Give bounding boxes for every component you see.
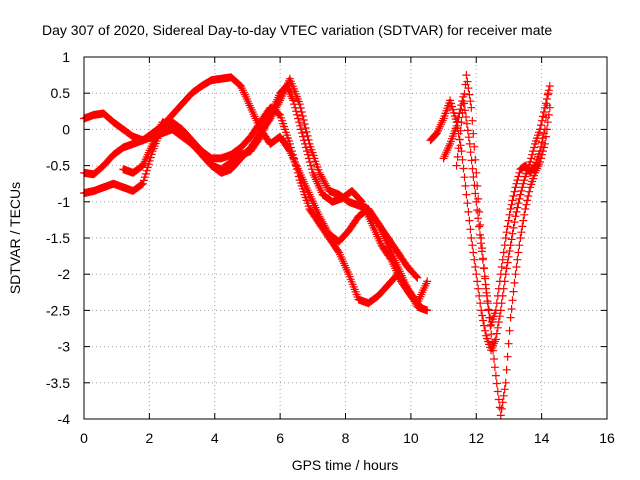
x-tick-label: 10 xyxy=(403,430,419,446)
scatter-markers xyxy=(426,82,554,355)
scatter-markers xyxy=(452,71,553,329)
x-tick-label: 6 xyxy=(276,430,284,446)
chart-title: Day 307 of 2020, Sidereal Day-to-day VTE… xyxy=(42,22,552,38)
x-tick-label: 2 xyxy=(145,430,153,446)
y-tick-label: -2.5 xyxy=(46,302,70,318)
y-tick-label: -0.5 xyxy=(46,158,70,174)
y-tick-label: 0 xyxy=(62,121,70,137)
y-tick-label: -2 xyxy=(58,266,71,282)
scatter-markers xyxy=(119,74,422,282)
y-tick-label: -3 xyxy=(58,339,71,355)
y-axis-title: SDTVAR / TECUs xyxy=(7,182,23,294)
series-trace-5 xyxy=(426,82,554,355)
x-tick-label: 12 xyxy=(468,430,484,446)
y-tick-label: 1 xyxy=(62,49,70,65)
data-series xyxy=(80,71,554,420)
x-tick-label: 16 xyxy=(599,430,615,446)
y-tick-label: -1 xyxy=(58,194,71,210)
x-axis-title: GPS time / hours xyxy=(292,457,399,473)
x-tick-label: 14 xyxy=(534,430,550,446)
y-tick-label: 0.5 xyxy=(51,85,71,101)
series-trace-4 xyxy=(119,74,422,282)
y-tick-labels: 1 0.5 0 -0.5 -1 -1.5 -2 -2.5 -3 -3.5 -4 xyxy=(46,49,70,427)
series-trace-7 xyxy=(452,71,553,329)
x-tick-label: 4 xyxy=(211,430,219,446)
axis-ticks xyxy=(83,56,608,420)
x-tick-label: 8 xyxy=(342,430,350,446)
y-tick-label: -3.5 xyxy=(46,375,70,391)
y-tick-label: -1.5 xyxy=(46,230,70,246)
x-tick-label: 0 xyxy=(80,430,88,446)
y-tick-label: -4 xyxy=(58,411,71,427)
x-tick-labels: 0 2 4 6 8 10 12 14 16 xyxy=(80,430,615,446)
